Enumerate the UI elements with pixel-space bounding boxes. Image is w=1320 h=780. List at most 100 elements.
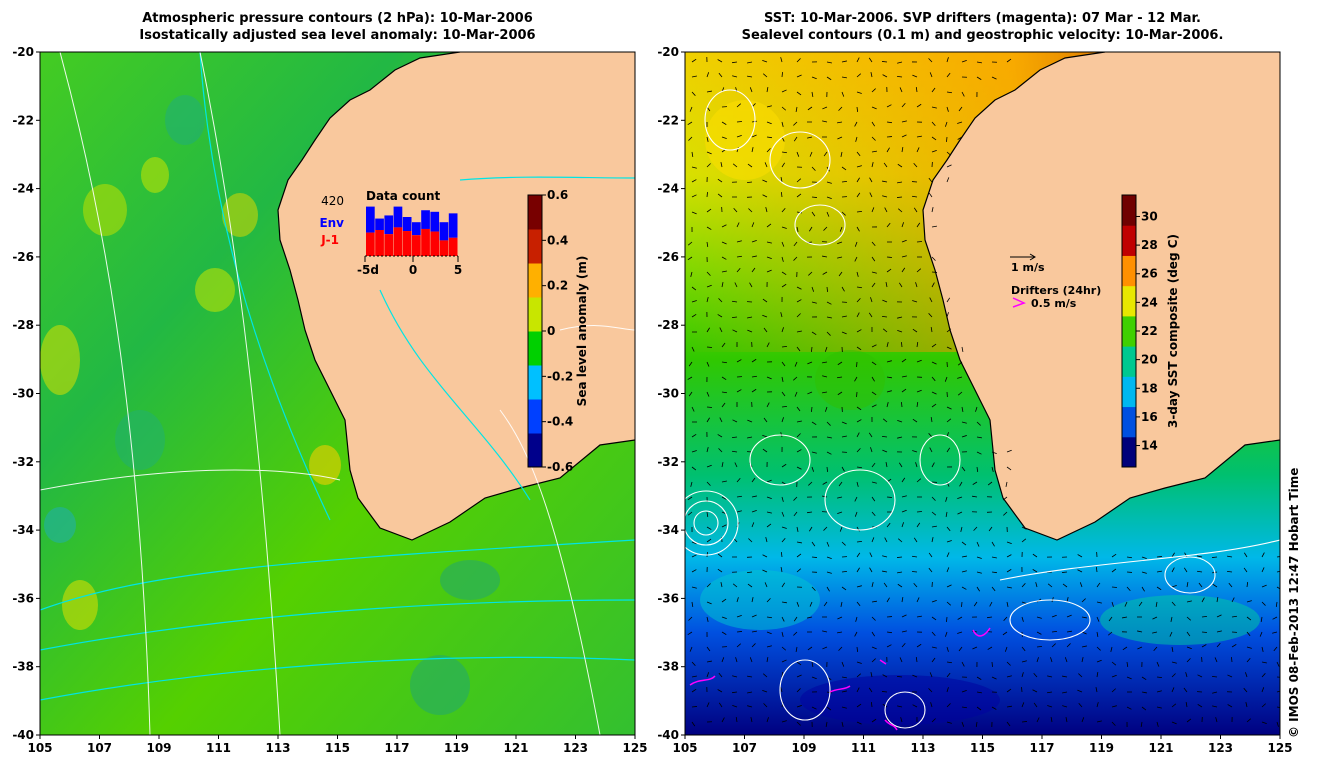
velocity-arrow [691, 179, 697, 183]
velocity-arrow [808, 481, 813, 486]
velocity-arrow [856, 73, 862, 78]
left-colorbar-swatch [528, 297, 542, 332]
velocity-arrow [1156, 570, 1162, 573]
velocity-arrow [766, 598, 771, 603]
velocity-arrow [796, 313, 801, 318]
velocity-arrow [1216, 630, 1222, 633]
velocity-arrow [811, 421, 817, 426]
inset-bar-j1 [430, 231, 440, 256]
velocity-arrow [796, 433, 801, 438]
velocity-arrow [747, 75, 753, 78]
left-colorbar-tick-label: -0.4 [547, 415, 573, 429]
velocity-arrow [883, 162, 888, 168]
velocity-arrow [901, 401, 903, 408]
velocity-arrow [721, 480, 727, 483]
velocity-arrow [1006, 569, 1012, 573]
velocity-arrow [1077, 569, 1083, 573]
velocity-arrow [793, 631, 798, 636]
right-colorbar-ticks: 30 28 26 24 22 20 18 16 14 [1136, 209, 1158, 453]
velocity-arrow [1197, 555, 1203, 558]
velocity-arrow [721, 224, 727, 228]
velocity-arrow [871, 271, 877, 274]
velocity-arrow [897, 705, 903, 708]
velocity-arrow [916, 389, 922, 393]
velocity-arrow [1216, 614, 1222, 618]
velocity-arrow [1032, 689, 1038, 693]
velocity-arrow [706, 447, 709, 453]
velocity-arrow [1062, 705, 1068, 708]
velocity-arrow [901, 222, 904, 228]
left-anomaly-blobs [40, 95, 500, 715]
velocity-arrow [717, 193, 723, 198]
velocity-arrow [793, 121, 798, 126]
velocity-arrow [841, 60, 847, 63]
velocity-arrow [1061, 571, 1068, 573]
velocity-arrow [807, 361, 813, 365]
velocity-arrow [1246, 616, 1252, 621]
right-y-tick-label: -30 [657, 387, 679, 401]
velocity-arrow [1197, 704, 1203, 708]
velocity-arrow [793, 376, 798, 381]
velocity-arrow [1006, 705, 1012, 708]
velocity-arrow [731, 450, 738, 453]
velocity-arrow [780, 687, 783, 693]
velocity-arrow [870, 447, 873, 453]
velocity-arrow [1021, 526, 1027, 530]
right-colorbar-swatch [1122, 285, 1136, 317]
velocity-arrow [719, 417, 723, 423]
velocity-arrow [886, 496, 893, 498]
velocity-arrow [913, 537, 918, 543]
velocity-arrow [706, 72, 710, 78]
velocity-arrow [976, 436, 982, 439]
velocity-arrow [1171, 703, 1177, 708]
velocity-arrow [837, 631, 843, 634]
velocity-arrow [856, 585, 862, 588]
velocity-arrow [916, 597, 920, 603]
velocity-arrow [856, 540, 863, 543]
velocity-arrow [1002, 631, 1008, 636]
velocity-arrow [1006, 601, 1009, 607]
velocity-arrow [1156, 676, 1163, 679]
velocity-arrow [1111, 688, 1116, 693]
velocity-arrow [871, 282, 876, 288]
velocity-arrow [747, 316, 753, 319]
velocity-arrow [794, 391, 798, 397]
velocity-arrow [930, 702, 933, 708]
velocity-arrow [1246, 718, 1252, 723]
velocity-arrow [930, 327, 933, 333]
velocity-arrow [706, 271, 711, 276]
velocity-arrow [871, 121, 876, 127]
velocity-arrow [747, 583, 753, 588]
velocity-arrow [1186, 718, 1192, 723]
velocity-arrow [1227, 674, 1233, 678]
velocity-arrow [931, 631, 936, 636]
velocity-arrow [747, 163, 753, 168]
velocity-arrow [837, 511, 843, 514]
velocity-arrow [706, 191, 708, 198]
velocity-arrow [1201, 616, 1208, 618]
velocity-arrow [946, 721, 952, 724]
velocity-arrow [807, 136, 813, 139]
velocity-arrow [973, 601, 978, 607]
velocity-arrow [870, 701, 873, 708]
velocity-arrow [687, 376, 693, 380]
velocity-arrow [1276, 706, 1280, 708]
velocity-arrow [691, 211, 697, 215]
left-colorbar-swatch [528, 331, 542, 366]
velocity-arrow [747, 419, 753, 423]
velocity-arrow [751, 510, 757, 513]
velocity-arrow [796, 193, 802, 198]
velocity-arrow [856, 312, 860, 318]
velocity-arrow [841, 466, 845, 472]
velocity-arrow [961, 570, 967, 573]
velocity-arrow [837, 361, 843, 366]
velocity-arrow [766, 616, 773, 619]
velocity-arrow [1003, 511, 1008, 516]
velocity-arrow [901, 477, 906, 483]
velocity-arrow [762, 689, 768, 693]
velocity-arrow [796, 58, 801, 63]
velocity-arrow [945, 511, 948, 517]
velocity-arrow [882, 74, 888, 78]
velocity-arrow [717, 314, 723, 318]
velocity-arrow [915, 86, 918, 93]
